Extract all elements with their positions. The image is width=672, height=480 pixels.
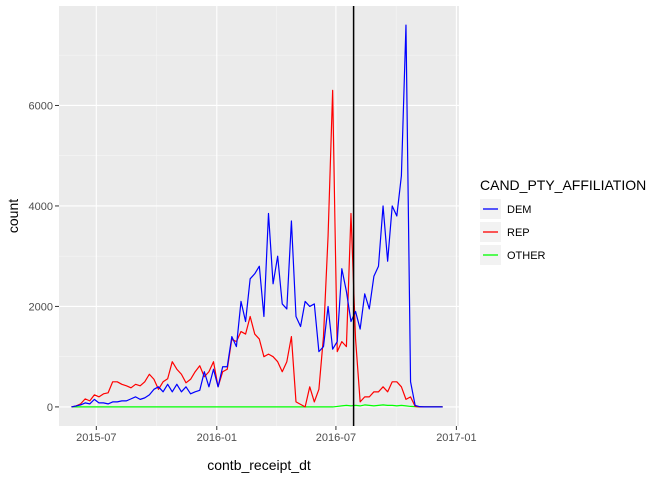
y-tick-label: 6000 [29, 100, 53, 112]
series-line-other [71, 404, 443, 408]
legend-label-other: OTHER [507, 250, 546, 262]
x-axis-title: contb_receipt_dt [207, 457, 311, 473]
series-lines [71, 24, 443, 408]
legend-title: CAND_PTY_AFFILIATION [480, 177, 646, 193]
y-axis-title: count [5, 199, 21, 233]
x-tick-label: 2016-01 [197, 432, 237, 444]
series-line-rep [71, 89, 443, 408]
plot-panel [59, 6, 459, 426]
x-tick-label: 2015-07 [76, 432, 116, 444]
y-tick-label: 0 [47, 402, 53, 414]
legend-label-dem: DEM [507, 204, 531, 216]
x-tick-label: 2017-01 [436, 432, 476, 444]
y-axis: 0 2000 4000 6000 [29, 100, 59, 414]
series-line-dem [71, 24, 443, 408]
legend: CAND_PTY_AFFILIATION DEM REP OTHER [480, 177, 646, 265]
x-axis: 2015-07 2016-01 2016-07 2017-01 [76, 426, 477, 444]
y-tick-label: 2000 [29, 301, 53, 313]
legend-label-rep: REP [507, 227, 530, 239]
y-tick-label: 4000 [29, 201, 53, 213]
x-tick-label: 2016-07 [316, 432, 356, 444]
